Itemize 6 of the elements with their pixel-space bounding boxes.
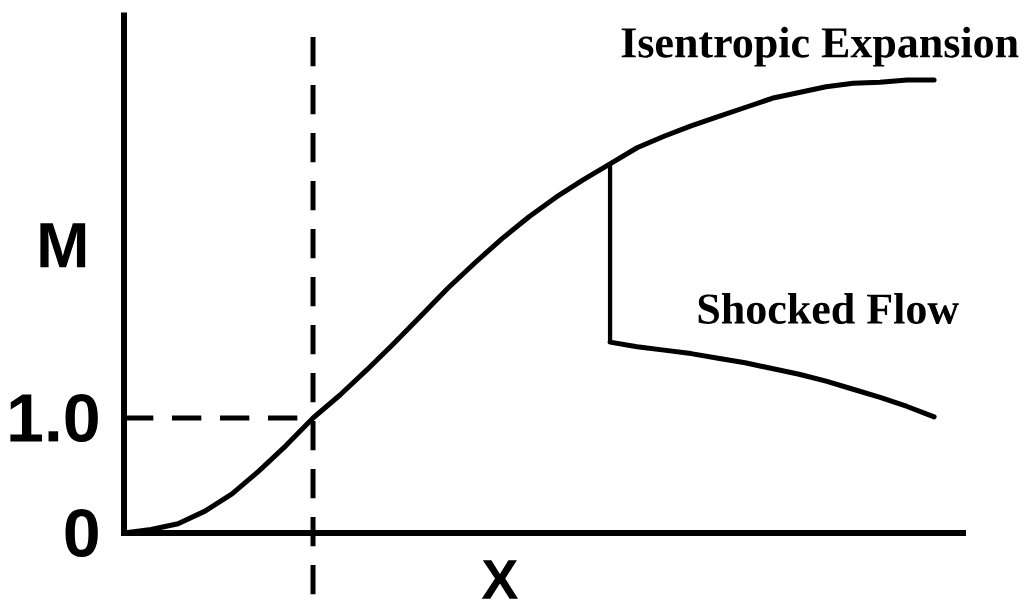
series-label: Shocked Flow [698, 292, 959, 324]
y-axis-title: M [40, 223, 86, 268]
y-tick-label: 1.0 [10, 393, 98, 443]
x-axis-title: X [481, 560, 519, 599]
y-tick-label: 0 [65, 508, 98, 558]
series-label: Isentropic Expansion [621, 26, 1019, 67]
